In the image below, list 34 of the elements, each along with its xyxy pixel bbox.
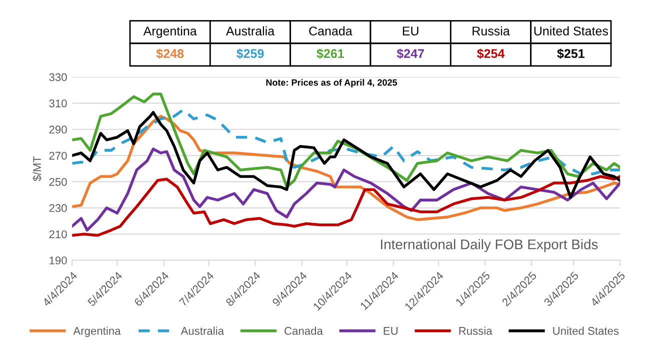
line-series	[72, 175, 620, 237]
text: United States	[534, 26, 608, 36]
legend-label: Canada	[284, 326, 323, 335]
legend-label: Australia	[180, 326, 224, 335]
legend-label: Russia	[459, 326, 492, 335]
y-tick-label: 270	[49, 152, 67, 160]
text: $259	[236, 48, 264, 59]
text: $248	[156, 48, 184, 59]
legend-label: United States	[553, 326, 619, 335]
text: Australia	[226, 26, 275, 36]
text: $254	[477, 48, 505, 59]
legend-label: Argentina	[73, 326, 121, 337]
y-tick-label: 190	[50, 256, 67, 264]
y-axis-title: $/MT	[32, 156, 42, 182]
text: Argentina	[143, 26, 197, 38]
text: $251	[557, 48, 584, 59]
y-tick-label: 330	[49, 73, 67, 82]
text: Canada	[309, 26, 352, 36]
y-tick-label: 250	[49, 178, 67, 186]
text: $247	[396, 48, 424, 59]
text: $261	[316, 48, 344, 59]
line-series	[72, 92, 620, 188]
y-tick-label: 310	[49, 99, 67, 108]
y-tick-label: 230	[49, 204, 67, 212]
text: EU	[402, 26, 418, 36]
y-tick-label: 210	[49, 230, 67, 238]
line-series	[72, 148, 620, 232]
text: Russia	[472, 26, 510, 36]
annotation: Note: Prices as of April 4, 2025	[266, 79, 398, 88]
line-series	[72, 110, 620, 199]
legend-label: EU	[384, 327, 398, 335]
line-series	[72, 108, 620, 176]
annotation: International Daily FOB Export Bids	[381, 239, 598, 252]
y-tick-label: 290	[49, 126, 67, 134]
